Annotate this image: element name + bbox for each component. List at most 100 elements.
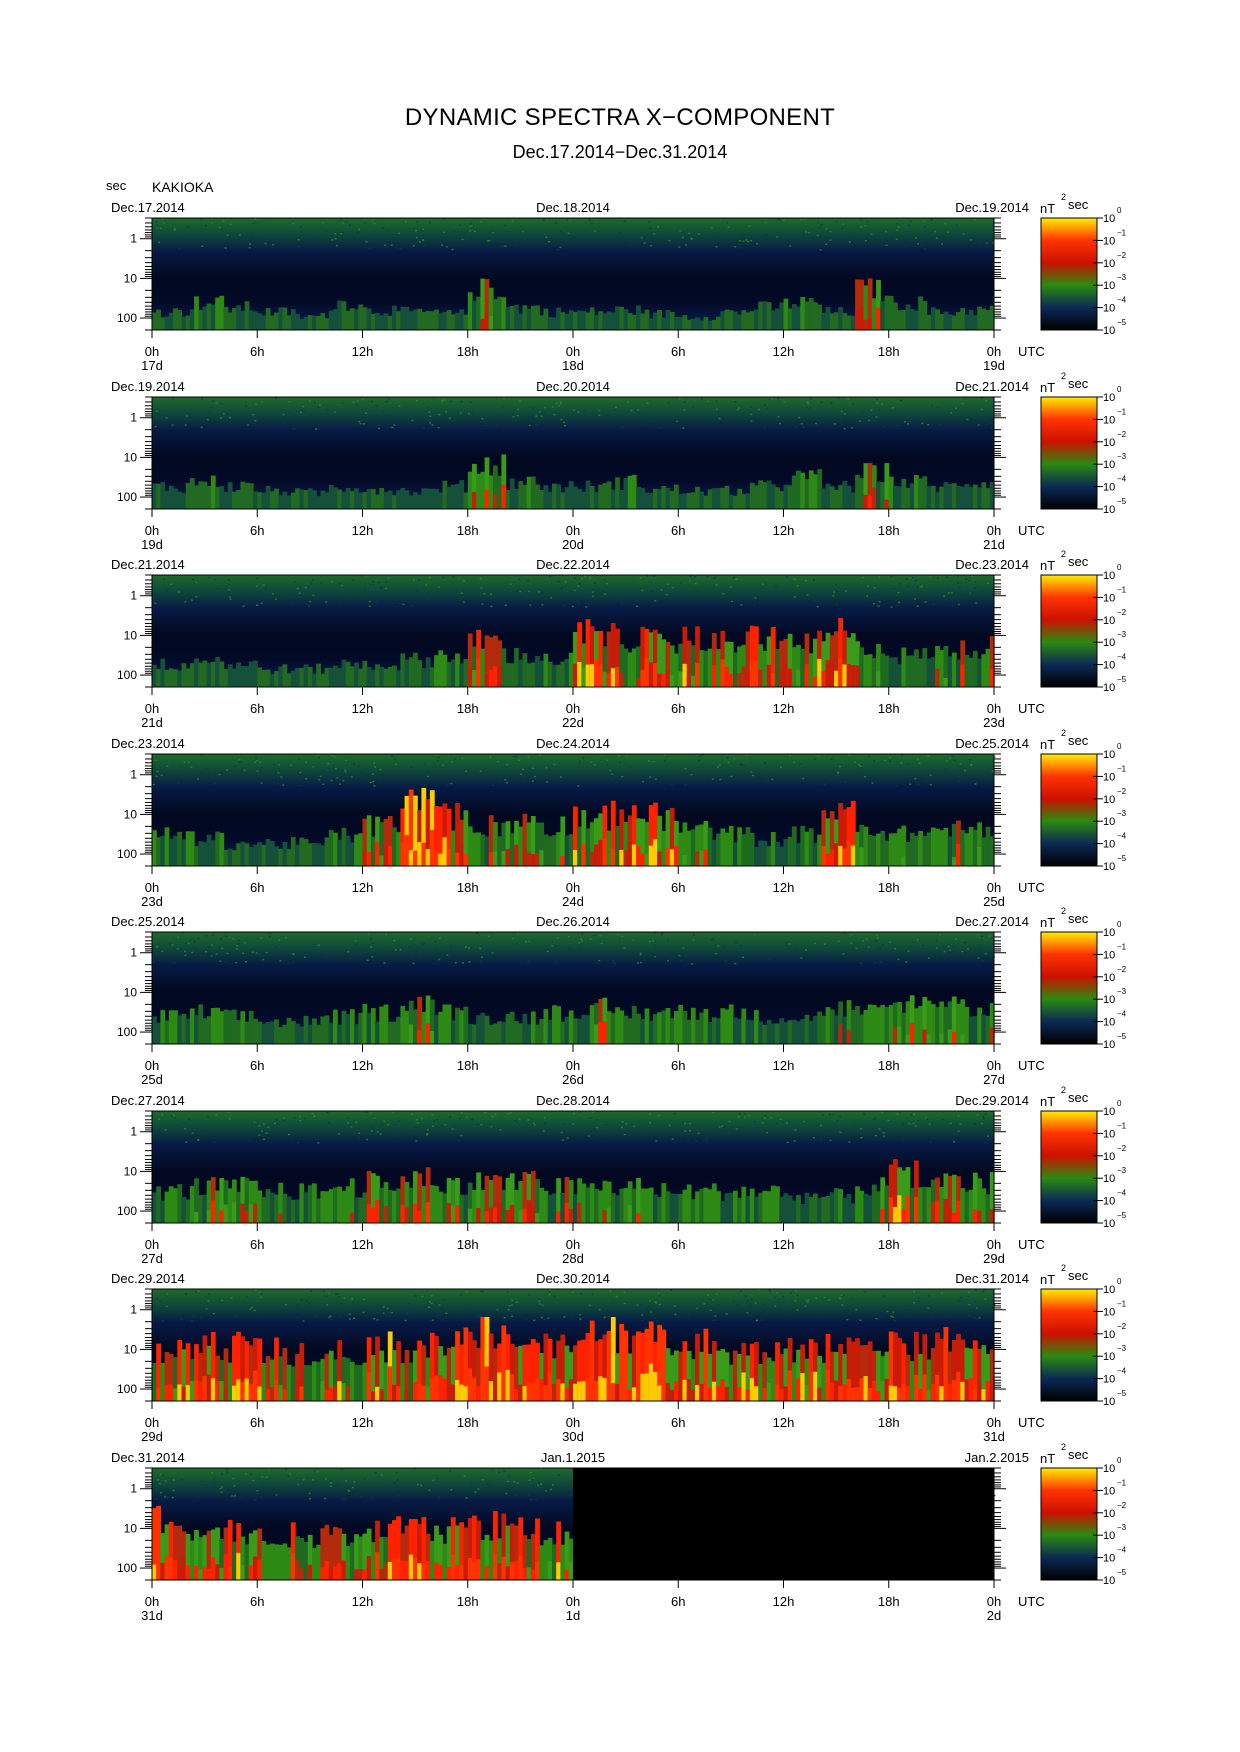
colorbar-tick-label: 10 xyxy=(1103,682,1115,694)
x-day-label: 28d xyxy=(562,1251,584,1266)
x-tick-label: 18h xyxy=(878,1058,900,1073)
colorbar-tick-exponent: −1 xyxy=(1117,764,1127,773)
colorbar-unit-exponent: 2 xyxy=(1061,1442,1066,1452)
y-tick-label: 1 xyxy=(130,1482,137,1496)
x-tick-label: 18h xyxy=(878,344,900,359)
colorbar-unit-tail: sec xyxy=(1068,733,1089,748)
y-axis-ticks xyxy=(140,1467,1006,1581)
colorbar-tick-label: 10 xyxy=(1103,213,1115,225)
colorbar xyxy=(1040,217,1098,331)
colorbar-unit: nT xyxy=(1040,1451,1055,1466)
colorbar-unit: nT xyxy=(1040,1094,1055,1109)
colorbar-tick-exponent: 0 xyxy=(1117,742,1122,751)
colorbar-tick-exponent: −2 xyxy=(1117,1144,1127,1153)
panel-mid-date: Jan.1.2015 xyxy=(541,1450,605,1465)
colorbar-unit-tail: sec xyxy=(1068,1090,1089,1105)
x-tick-label: 6h xyxy=(671,701,685,716)
y-tick-label: 100 xyxy=(117,311,137,325)
y-axis-ticks xyxy=(140,574,1006,688)
panel-end-date: Dec.31.2014 xyxy=(955,1271,1029,1286)
panel-mid-date: Dec.28.2014 xyxy=(536,1093,610,1108)
x-tick-label: 18h xyxy=(878,1415,900,1430)
x-tick-label: 0h xyxy=(987,1415,1001,1430)
spectrogram-texture xyxy=(154,397,994,430)
x-tick-label: 0h xyxy=(145,1415,159,1430)
x-tick-label: 6h xyxy=(671,344,685,359)
colorbar-tick-label: 10 xyxy=(1103,1374,1115,1386)
x-tick-label: 0h xyxy=(566,523,580,538)
colorbar-unit: nT xyxy=(1040,380,1055,395)
utc-label: UTC xyxy=(1018,880,1045,895)
y-axis-ticks xyxy=(140,1110,1006,1224)
colorbar-tick-label: 10 xyxy=(1103,816,1115,828)
spectral-power-columns xyxy=(152,1159,995,1223)
colorbar-tick-label: 10 xyxy=(1103,1530,1115,1542)
colorbar xyxy=(1040,1288,1098,1402)
x-tick-label: 6h xyxy=(250,701,264,716)
panel-start-date: Dec.25.2014 xyxy=(111,914,185,929)
colorbar-tick-exponent: −3 xyxy=(1117,809,1127,818)
x-day-label: 29d xyxy=(141,1429,163,1444)
y-tick-label: 1 xyxy=(130,768,137,782)
colorbar-tick-label: 10 xyxy=(1103,482,1115,494)
colorbar-tick-exponent: −2 xyxy=(1117,1322,1127,1331)
colorbar-tick-label: 10 xyxy=(1103,1284,1115,1296)
colorbar-tick-label: 10 xyxy=(1103,303,1115,315)
spectral-power-columns xyxy=(152,995,995,1044)
colorbar-tick-exponent: −4 xyxy=(1117,1010,1127,1019)
spectrogram-panel: Dec.25.2014 Dec.26.2014 Dec.27.20141101000… xyxy=(111,906,1127,1087)
colorbar-tick-label: 10 xyxy=(1103,660,1115,672)
x-tick-label: 12h xyxy=(773,1237,795,1252)
colorbar-tick-label: 10 xyxy=(1103,1351,1115,1363)
y-axis-ticks xyxy=(140,1288,1006,1402)
y-tick-label: 1 xyxy=(130,946,137,960)
colorbar-tick-exponent: −3 xyxy=(1117,987,1127,996)
panel-start-date: Dec.17.2014 xyxy=(111,200,185,215)
panel-start-date: Dec.23.2014 xyxy=(111,736,185,751)
x-tick-label: 0h xyxy=(987,701,1001,716)
colorbar-tick-label: 10 xyxy=(1103,1151,1115,1163)
colorbar-tick-exponent: −1 xyxy=(1117,1299,1127,1308)
spectrogram-texture xyxy=(155,1289,996,1322)
x-tick-label: 0h xyxy=(566,344,580,359)
colorbar-tick-exponent: −2 xyxy=(1117,965,1127,974)
colorbar-tick-exponent: −5 xyxy=(1117,1568,1127,1577)
utc-label: UTC xyxy=(1018,701,1045,716)
colorbar-tick-label: 10 xyxy=(1103,1329,1115,1341)
x-day-label: 31d xyxy=(983,1429,1005,1444)
x-day-label: 23d xyxy=(983,715,1005,730)
colorbar-tick-exponent: −1 xyxy=(1117,1121,1127,1130)
colorbar-unit-tail: sec xyxy=(1068,554,1089,569)
x-tick-label: 0h xyxy=(566,1415,580,1430)
colorbar-tick-label: 10 xyxy=(1103,1218,1115,1230)
x-day-label: 30d xyxy=(562,1429,584,1444)
y-axis-unit: sec xyxy=(106,178,127,193)
x-tick-label: 18h xyxy=(878,1594,900,1609)
y-tick-label: 10 xyxy=(124,450,138,464)
y-axis-ticks xyxy=(140,753,1006,867)
x-tick-label: 12h xyxy=(773,344,795,359)
x-tick-label: 0h xyxy=(987,1058,1001,1073)
colorbar-tick-exponent: −5 xyxy=(1117,1389,1127,1398)
x-day-label: 1d xyxy=(566,1608,580,1623)
y-tick-label: 100 xyxy=(117,1382,137,1396)
colorbar-tick-exponent: −4 xyxy=(1117,1546,1127,1555)
x-tick-label: 18h xyxy=(457,880,479,895)
y-axis-ticks xyxy=(140,931,1006,1045)
colorbar-unit: nT xyxy=(1040,201,1055,216)
colorbar-unit-exponent: 2 xyxy=(1061,1085,1066,1095)
x-tick-label: 12h xyxy=(352,1237,374,1252)
colorbar-tick-label: 10 xyxy=(1103,1173,1115,1185)
colorbar-tick-label: 10 xyxy=(1103,325,1115,337)
x-day-label: 26d xyxy=(562,1072,584,1087)
panel-mid-date: Dec.22.2014 xyxy=(536,557,610,572)
colorbar-tick-label: 10 xyxy=(1103,927,1115,939)
colorbar-unit-tail: sec xyxy=(1068,1268,1089,1283)
colorbar-tick-label: 10 xyxy=(1103,1039,1115,1051)
panel-end-date: Jan.2.2015 xyxy=(965,1450,1029,1465)
x-tick-label: 18h xyxy=(457,1237,479,1252)
x-tick-label: 12h xyxy=(773,880,795,895)
colorbar-tick-exponent: −2 xyxy=(1117,430,1127,439)
colorbar-tick-exponent: −2 xyxy=(1117,608,1127,617)
x-tick-label: 0h xyxy=(987,880,1001,895)
